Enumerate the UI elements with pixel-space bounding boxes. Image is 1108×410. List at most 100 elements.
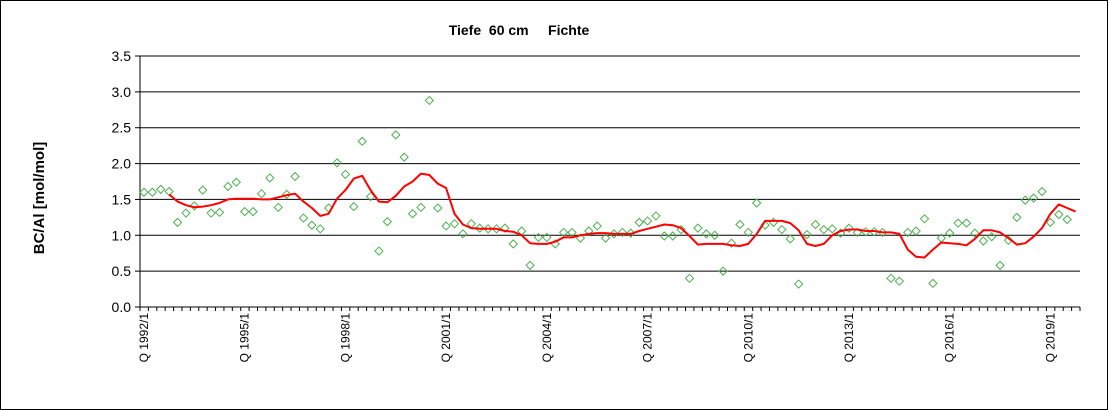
data-point [592,221,602,231]
x-tick-label: Q 1995/1 [238,313,252,363]
x-tick-label: Q 2016/1 [943,313,957,363]
y-tick-label: 1.0 [112,227,132,243]
data-point [231,177,242,187]
data-point [290,171,300,182]
x-tick-label: Q 2019/1 [1043,313,1057,363]
data-point [751,198,762,208]
data-point [626,228,636,238]
data-point [382,216,393,227]
data-point [584,226,594,236]
data-point [172,217,183,228]
data-point [441,221,451,231]
data-point [475,223,485,233]
data-point [726,238,737,248]
data-point [500,223,510,233]
data-point [919,214,930,224]
data-point [693,223,703,233]
y-tick-label: 3.0 [112,84,132,100]
y-tick-label: 0.0 [112,299,132,315]
y-tick-label: 1.5 [112,191,132,207]
y-tick-label: 2.5 [112,120,132,136]
data-point [332,158,342,168]
data-point [995,260,1005,271]
data-point [240,206,250,217]
data-point [735,219,745,230]
data-point [743,227,753,238]
data-point [483,224,493,234]
data-point [198,185,208,195]
data-point [718,266,728,276]
x-tick-labels: Q 1992/1 Q 1995/1 Q 1998/1 Q 2001/1 Q 2004/1… [137,313,1057,363]
data-point [298,213,309,223]
x-tick-label: Q 2013/1 [842,313,856,363]
data-point [399,152,409,162]
data-point [273,202,283,213]
data-point [147,187,158,197]
y-tick-labels: 0.0 0.5 1.0 1.5 2.0 2.5 3.0 3.5 [112,48,132,315]
data-point [281,189,292,200]
data-point [852,227,863,238]
data-point [181,208,191,218]
data-point [256,188,267,199]
x-tick-label: Q 2010/1 [741,313,755,363]
data-point [433,203,443,213]
data-point [651,211,661,221]
y-tick-label: 3.5 [112,48,132,64]
x-tick-label: Q 1998/1 [338,313,352,363]
x-tick-label: Q 2004/1 [540,313,554,363]
data-point [819,224,829,235]
data-point [391,130,401,140]
data-point [953,218,963,228]
trend-line-group [168,172,1076,259]
data-point [533,232,544,243]
data-point [1012,212,1022,223]
data-point [424,95,435,106]
data-points [139,95,1072,289]
x-tick-label: Q 2001/1 [439,313,453,363]
data-point [189,201,200,211]
data-point [911,226,921,236]
data-point [894,276,905,286]
data-point [701,229,712,239]
trend-line [168,172,1076,259]
data-point [349,201,359,212]
axes [139,56,1081,311]
data-point [978,236,988,246]
data-point [315,224,325,234]
data-point [802,229,812,240]
data-point [1037,186,1047,197]
data-point [810,219,821,230]
data-point [206,208,216,218]
y-axis-label: BC/Al [mol/mol] [31,142,48,255]
data-point [139,187,149,197]
data-point [986,232,997,242]
y-tick-label: 0.5 [112,263,132,279]
data-point [491,224,502,234]
data-point [785,234,795,244]
data-point [374,246,384,256]
data-point [508,239,518,249]
data-point [1054,209,1064,220]
data-point [684,273,695,284]
data-point [340,169,351,180]
data-point [357,136,367,147]
data-point [710,230,720,240]
chart-title: Tiefe 60 cm Fichte [449,22,590,38]
data-point [642,216,653,226]
data-point [903,227,913,238]
y-tick-label: 2.0 [112,156,132,172]
data-point [609,229,619,239]
data-point [970,228,980,238]
plot-area [140,56,1080,307]
data-point [634,217,644,228]
data-point [223,181,233,192]
data-point [844,223,854,233]
data-point [886,273,896,284]
data-point [1045,217,1056,228]
data-point [156,184,166,195]
data-point [1028,193,1039,203]
data-point [961,218,972,228]
data-point [1062,214,1072,225]
data-point [668,231,678,241]
